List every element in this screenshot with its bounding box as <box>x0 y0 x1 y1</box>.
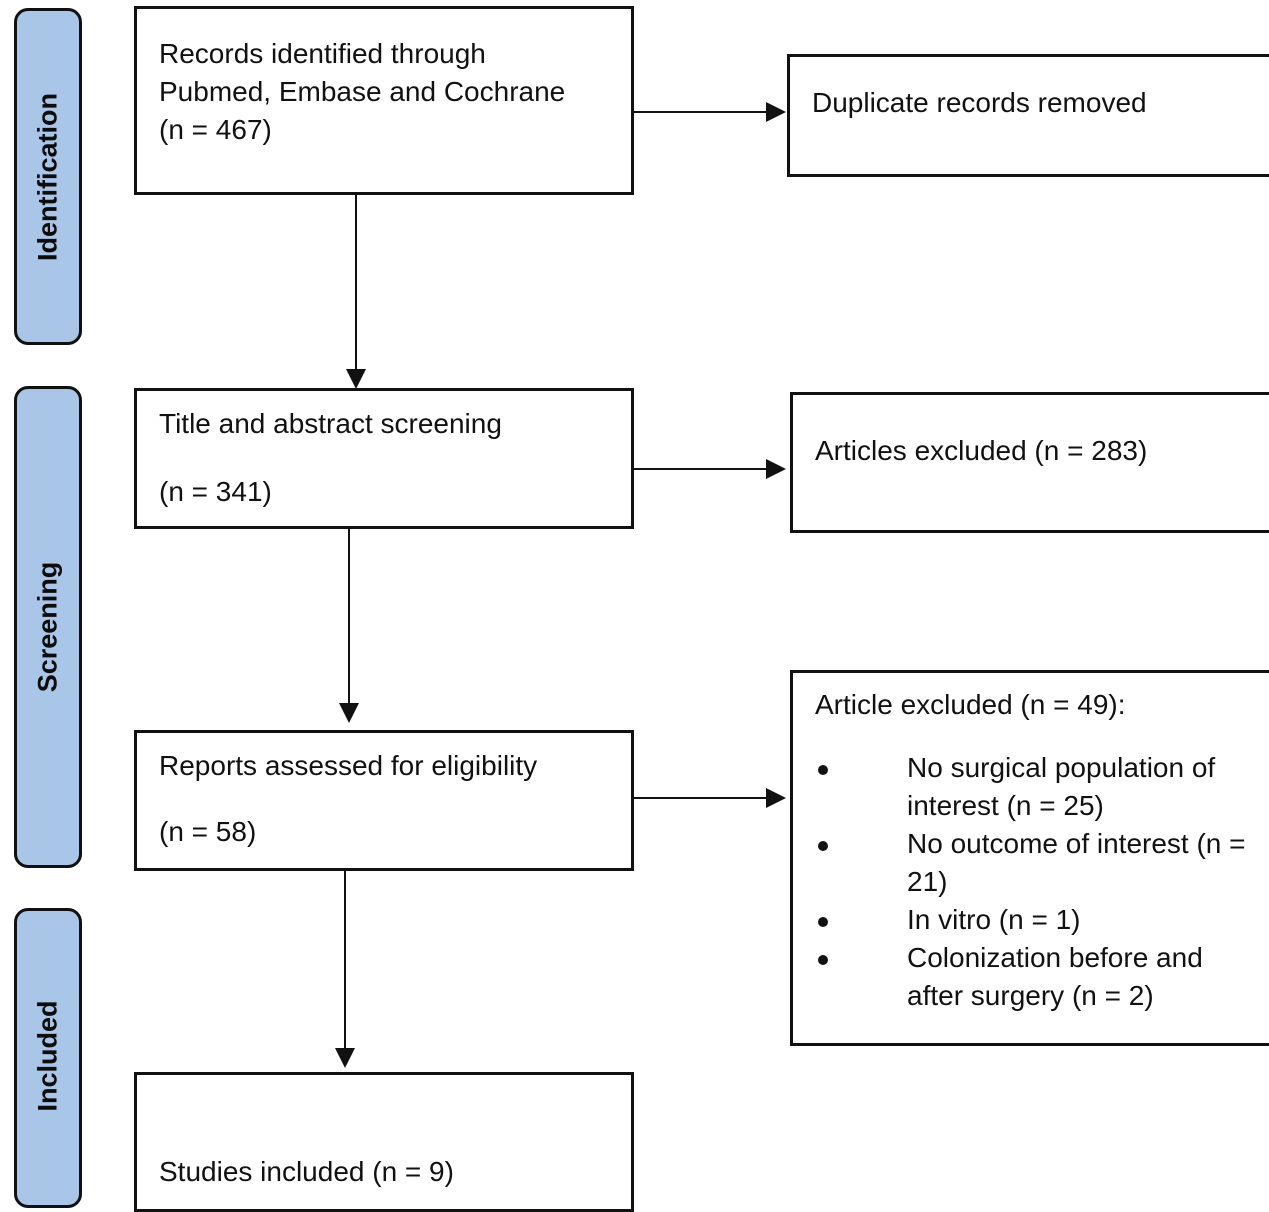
records-identified-box: Records identified through Pubmed, Embas… <box>134 6 634 195</box>
phase-screening: Screening <box>14 386 82 868</box>
reports-assessed-label: Reports assessed for eligibility <box>159 750 538 781</box>
duplicates-removed-label: Duplicate records removed <box>812 87 1147 118</box>
arrowhead-to-articles-excluded <box>766 459 786 479</box>
article-excluded-49-heading: Article excluded (n = 49): <box>815 689 1126 720</box>
connector-screening-to-excluded <box>634 468 768 470</box>
records-identified-line1: Records identified through <box>159 38 486 69</box>
studies-included-box: Studies included (n = 9) <box>134 1072 634 1212</box>
duplicates-removed-box: Duplicate records removed <box>787 54 1269 177</box>
records-identified-count: (n = 467) <box>159 114 272 145</box>
records-identified-line2: Pubmed, Embase and Cochrane <box>159 76 566 107</box>
title-abstract-count: (n = 341) <box>159 476 272 507</box>
exclusion-reason-item: No outcome of interest (n = 21) <box>815 825 1250 901</box>
articles-excluded-label: Articles excluded (n = 283) <box>815 435 1148 466</box>
reports-assessed-box: Reports assessed for eligibility (n = 58… <box>134 730 634 871</box>
phase-screening-label: Screening <box>32 561 63 693</box>
connector-screening-to-reports <box>348 529 350 703</box>
exclusion-reason-item: Colonization before and after surgery (n… <box>815 939 1250 1015</box>
connector-reports-to-excluded <box>634 797 768 799</box>
arrowhead-to-screening <box>346 369 366 389</box>
connector-records-to-screening <box>355 195 357 370</box>
title-abstract-box: Title and abstract screening (n = 341) <box>134 388 634 529</box>
reports-assessed-count: (n = 58) <box>159 816 257 847</box>
exclusion-reasons-list: No surgical population of interest (n = … <box>815 749 1250 1015</box>
arrowhead-to-duplicates <box>766 102 786 122</box>
connector-reports-to-included <box>344 871 346 1048</box>
arrowhead-to-article-excluded-49 <box>766 788 786 808</box>
article-excluded-49-box: Article excluded (n = 49): No surgical p… <box>790 670 1269 1046</box>
connector-records-to-duplicates <box>634 111 768 113</box>
studies-included-label: Studies included (n = 9) <box>159 1156 454 1187</box>
title-abstract-label: Title and abstract screening <box>159 408 502 439</box>
exclusion-reason-item: In vitro (n = 1) <box>815 901 1250 939</box>
phase-identification: Identification <box>14 8 82 345</box>
phase-included: Included <box>14 908 82 1208</box>
arrowhead-to-reports <box>339 703 359 723</box>
arrowhead-to-included <box>335 1048 355 1068</box>
exclusion-reason-item: No surgical population of interest (n = … <box>815 749 1250 825</box>
phase-included-label: Included <box>32 1000 63 1112</box>
phase-identification-label: Identification <box>32 92 63 261</box>
articles-excluded-box: Articles excluded (n = 283) <box>790 392 1269 533</box>
